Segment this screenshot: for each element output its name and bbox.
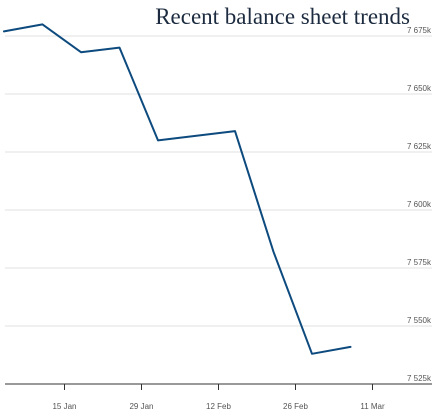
series-layer xyxy=(3,23,352,355)
y-tick-label: 7 550k xyxy=(407,316,432,325)
x-tick-label: 12 Feb xyxy=(206,402,231,411)
x-tick-label: 29 Jan xyxy=(129,402,153,411)
x-tick-label: 11 Mar xyxy=(360,402,385,411)
y-axis-ticks: 7 525k 7 550k 7 575k 7 600k 7 625k 7 650k 7 67… xyxy=(407,26,432,383)
y-tick-label: 7 650k xyxy=(407,84,432,93)
x-tick-label: 15 Jan xyxy=(52,402,76,411)
x-axis-ticks: 15 Jan 29 Jan 12 Feb 26 Feb 11 Mar xyxy=(52,384,385,411)
y-tick-label: 7 625k xyxy=(407,142,432,151)
chart-title: Recent balance sheet trends xyxy=(155,4,410,29)
y-tick-label: 7 525k xyxy=(407,374,432,383)
grid-lines xyxy=(5,35,432,327)
series-line xyxy=(3,23,352,355)
y-tick-label: 7 675k xyxy=(407,26,432,35)
y-tick-label: 7 600k xyxy=(407,200,432,209)
x-tick-label: 26 Feb xyxy=(283,402,308,411)
y-tick-label: 7 575k xyxy=(407,258,432,267)
